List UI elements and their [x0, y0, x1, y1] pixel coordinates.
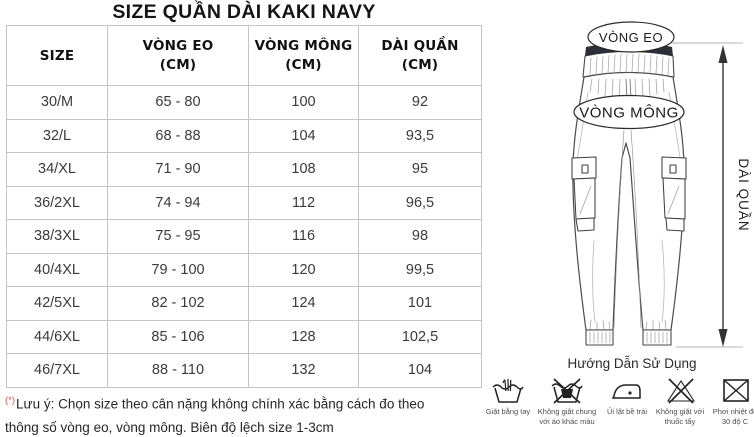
length-label: DÀI QUẦN — [736, 158, 751, 231]
waist-label: VÒNG EO — [599, 30, 663, 45]
pants-diagram: DÀI QUẦN — [568, 21, 751, 371]
table-row: 46/7XL 88 - 110 132 104 — [6, 353, 482, 388]
table-row: 38/3XL 75 - 95 116 98 — [6, 219, 482, 254]
iron-inside-out-icon — [611, 384, 641, 399]
hip-label: VÒNG MÔNG — [579, 105, 679, 122]
right-cargo-pocket — [661, 156, 687, 232]
dry-30c-icon — [723, 379, 749, 402]
note-marker: (*) — [5, 395, 16, 406]
left-cuff — [585, 329, 614, 346]
note-line-2: thông số vòng eo, vòng mông. Biên độ lệc… — [5, 419, 334, 435]
length-arrow: DÀI QUẦN — [671, 42, 751, 348]
table-header-row: SIZE VÒNG EO (CM) VÒNG MÔNG (CM) DÀI QUẦN(… — [6, 25, 482, 86]
hip-measure-ellipse: VÒNG MÔNG — [573, 94, 685, 130]
col-header-size: SIZE — [6, 25, 108, 86]
care-label-dry-30c: Phơi nhiệt độ 30 độ C — [712, 407, 754, 426]
col-header-length: DÀI QUẦN (CM) — [358, 25, 482, 86]
care-guide-caption: Hướng Dẫn Sử Dụng — [568, 356, 697, 371]
right-cuff — [642, 329, 672, 346]
table-row: 40/4XL 79 - 100 120 99,5 — [6, 252, 482, 287]
col-header-waist: VÒNG EO (CM) — [107, 25, 249, 86]
note-line-1: Lưu ý: Chọn size theo cân nặng không chí… — [16, 396, 425, 412]
size-table: SIZE VÒNG EO (CM) VÒNG MÔNG (CM) DÀI QUẦN(… — [6, 25, 482, 388]
col-header-hip: VÒNG MÔNG (CM) — [248, 25, 359, 86]
no-bleach-icon — [666, 378, 696, 404]
page-title: SIZE QUẦN DÀI KAKI NAVY — [112, 1, 376, 23]
table-row: 34/XL 71 - 90 108 95 — [6, 152, 482, 187]
no-mixed-wash-icon — [551, 378, 583, 404]
table-row: 32/L 68 - 88 104 93,5 — [6, 118, 482, 153]
pants-sketch — [571, 42, 687, 346]
left-cargo-pocket — [571, 156, 597, 232]
size-note: (*)Lưu ý: Chọn size theo cân nặng không … — [5, 389, 450, 437]
hand-wash-icon — [492, 378, 524, 403]
table-row: 30/M 65 - 80 100 92 — [6, 85, 482, 120]
care-label-iron: Ủi lật bề trái — [606, 407, 648, 416]
table-row: 42/5XL 82 - 102 124 101 — [6, 286, 482, 321]
table-row: 44/6XL 85 - 106 128 102,5 — [6, 319, 482, 354]
care-label-no-bleach: Không giặt với thuốc tẩy — [655, 407, 705, 426]
table-row: 36/2XL 74 - 94 112 96,5 — [6, 185, 482, 220]
care-label-hand-wash: Giặt bằng tay — [485, 407, 531, 416]
waist-measure-ellipse: VÒNG EO — [587, 21, 675, 53]
care-label-no-mixed-wash: Không giặt chung với áo khác màu — [537, 407, 597, 426]
